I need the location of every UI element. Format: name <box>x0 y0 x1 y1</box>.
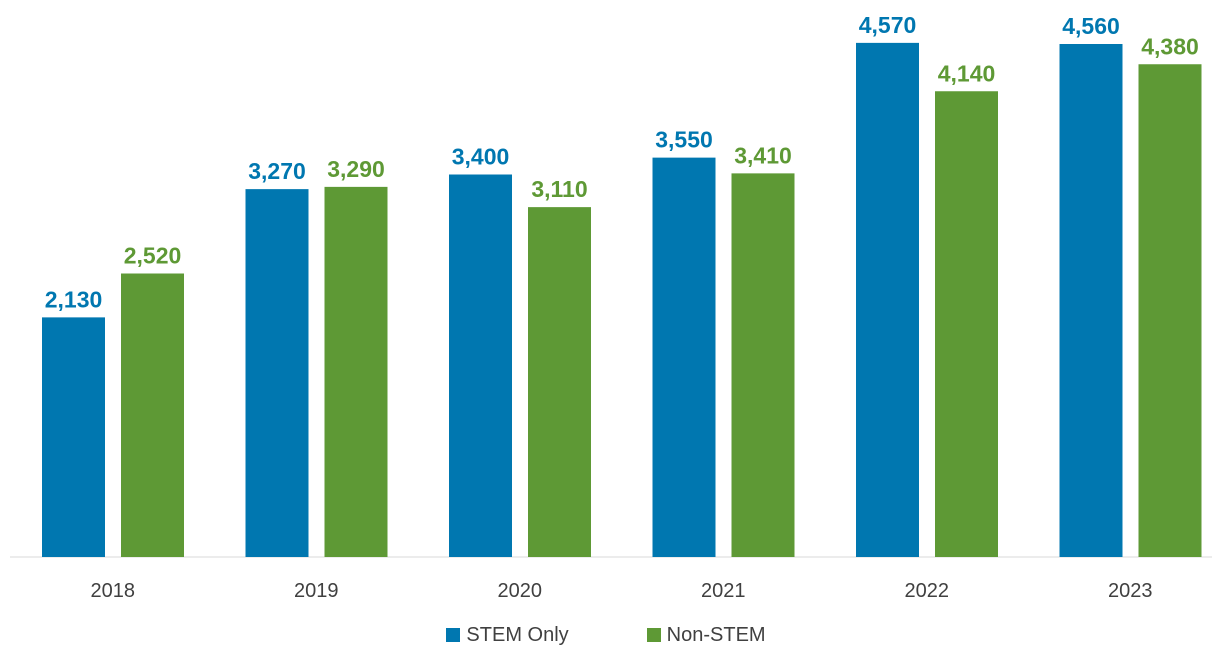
data-label-non-stem-2021: 3,410 <box>734 142 792 168</box>
x-tick-label-2022: 2022 <box>905 580 950 602</box>
bar-non-stem-2018 <box>121 273 184 557</box>
legend: STEM Only Non-STEM <box>0 620 1212 650</box>
data-label-stem-only-2018: 2,130 <box>45 286 103 312</box>
x-tick-label-2021: 2021 <box>701 580 746 602</box>
data-label-stem-only-2023: 4,560 <box>1062 13 1120 39</box>
legend-swatch-non-stem <box>646 628 661 642</box>
data-label-stem-only-2022: 4,570 <box>859 12 917 38</box>
x-tick-label-2023: 2023 <box>1108 580 1153 602</box>
bar-stem-only-2023 <box>1059 44 1123 557</box>
data-label-non-stem-2019: 3,290 <box>327 156 385 182</box>
legend-label-stem-only: STEM Only <box>466 623 569 646</box>
legend-swatch-stem-only <box>446 628 461 642</box>
bar-non-stem-2020 <box>528 207 591 557</box>
data-label-stem-only-2019: 3,270 <box>248 158 306 184</box>
bars-layer <box>42 42 1202 557</box>
data-label-non-stem-2022: 4,140 <box>938 60 996 86</box>
x-tick-label-2020: 2020 <box>498 580 543 602</box>
data-label-stem-only-2020: 3,400 <box>452 144 510 170</box>
data-label-non-stem-2020: 3,110 <box>531 176 587 202</box>
data-label-non-stem-2018: 2,520 <box>124 243 182 269</box>
data-label-non-stem-2023: 4,380 <box>1141 33 1199 59</box>
x-tick-label-2019: 2019 <box>294 580 339 602</box>
data-label-stem-only-2021: 3,550 <box>655 127 713 153</box>
bar-chart-plot: 2,130 2,520 3,270 3,290 3,400 3,110 3,550 3,410… <box>10 12 1212 602</box>
bar-non-stem-2023 <box>1138 64 1202 557</box>
bar-non-stem-2022 <box>935 91 998 557</box>
bar-stem-only-2018 <box>42 317 105 557</box>
x-tick-label-2018: 2018 <box>91 580 136 602</box>
bar-stem-only-2019 <box>245 189 309 557</box>
bar-stem-only-2022 <box>856 42 919 557</box>
bar-stem-only-2020 <box>449 174 512 557</box>
data-labels-layer: 2,130 2,520 3,270 3,290 3,400 3,110 3,550 3,410… <box>45 12 1199 313</box>
legend-item-stem-only: STEM Only <box>446 623 569 647</box>
bar-non-stem-2019 <box>324 186 388 557</box>
bar-non-stem-2021 <box>731 173 795 557</box>
x-tick-labels-layer: 2018 2019 2020 2021 2022 2023 <box>91 580 1153 602</box>
legend-label-non-stem: Non-STEM <box>666 623 766 646</box>
bar-stem-only-2021 <box>652 157 716 557</box>
legend-item-non-stem: Non-STEM <box>646 623 766 647</box>
